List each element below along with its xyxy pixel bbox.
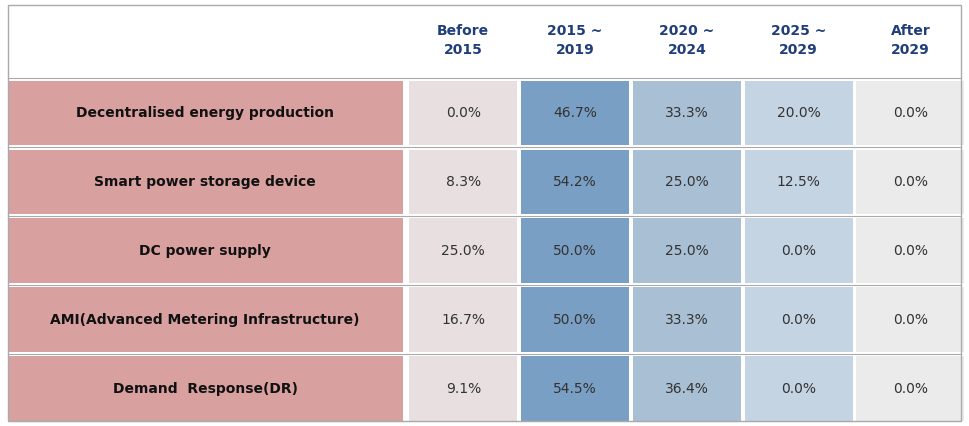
Text: 33.3%: 33.3% <box>665 313 708 327</box>
Text: 0.0%: 0.0% <box>781 244 816 258</box>
Text: 25.0%: 25.0% <box>665 244 708 258</box>
Text: Before
2015: Before 2015 <box>437 24 489 57</box>
FancyBboxPatch shape <box>857 150 964 214</box>
FancyBboxPatch shape <box>521 150 629 214</box>
FancyBboxPatch shape <box>857 81 964 145</box>
FancyBboxPatch shape <box>744 288 853 352</box>
FancyBboxPatch shape <box>857 219 964 283</box>
Text: 8.3%: 8.3% <box>446 175 481 189</box>
Text: 12.5%: 12.5% <box>776 175 821 189</box>
FancyBboxPatch shape <box>8 150 402 214</box>
Text: 0.0%: 0.0% <box>892 175 928 189</box>
Text: DC power supply: DC power supply <box>140 244 271 258</box>
FancyBboxPatch shape <box>8 357 402 421</box>
Text: Demand  Response(DR): Demand Response(DR) <box>112 382 297 396</box>
FancyBboxPatch shape <box>409 81 517 145</box>
FancyBboxPatch shape <box>521 219 629 283</box>
Text: 33.3%: 33.3% <box>665 106 708 120</box>
FancyBboxPatch shape <box>8 219 402 283</box>
FancyBboxPatch shape <box>633 357 740 421</box>
FancyBboxPatch shape <box>857 288 964 352</box>
FancyBboxPatch shape <box>521 288 629 352</box>
FancyBboxPatch shape <box>409 288 517 352</box>
FancyBboxPatch shape <box>633 219 740 283</box>
FancyBboxPatch shape <box>857 357 964 421</box>
Text: 54.2%: 54.2% <box>553 175 597 189</box>
Text: 2025 ~
2029: 2025 ~ 2029 <box>771 24 827 57</box>
Text: 0.0%: 0.0% <box>781 382 816 396</box>
Text: 9.1%: 9.1% <box>446 382 481 396</box>
FancyBboxPatch shape <box>744 357 853 421</box>
Text: 2015 ~
2019: 2015 ~ 2019 <box>547 24 603 57</box>
Text: 36.4%: 36.4% <box>665 382 708 396</box>
Text: 2020 ~
2024: 2020 ~ 2024 <box>659 24 714 57</box>
Text: 0.0%: 0.0% <box>892 106 928 120</box>
FancyBboxPatch shape <box>409 150 517 214</box>
FancyBboxPatch shape <box>521 357 629 421</box>
Text: Smart power storage device: Smart power storage device <box>94 175 316 189</box>
Text: After
2029: After 2029 <box>891 24 930 57</box>
Text: 0.0%: 0.0% <box>892 244 928 258</box>
Text: 25.0%: 25.0% <box>665 175 708 189</box>
FancyBboxPatch shape <box>8 81 402 145</box>
FancyBboxPatch shape <box>521 81 629 145</box>
Text: 16.7%: 16.7% <box>441 313 485 327</box>
Text: 0.0%: 0.0% <box>781 313 816 327</box>
FancyBboxPatch shape <box>409 357 517 421</box>
Text: 20.0%: 20.0% <box>777 106 821 120</box>
FancyBboxPatch shape <box>633 81 740 145</box>
FancyBboxPatch shape <box>744 81 853 145</box>
Text: 0.0%: 0.0% <box>892 382 928 396</box>
FancyBboxPatch shape <box>8 288 402 352</box>
Text: 50.0%: 50.0% <box>553 313 597 327</box>
FancyBboxPatch shape <box>633 150 740 214</box>
Text: AMI(Advanced Metering Infrastructure): AMI(Advanced Metering Infrastructure) <box>50 313 359 327</box>
Text: Decentralised energy production: Decentralised energy production <box>77 106 334 120</box>
Text: 54.5%: 54.5% <box>553 382 597 396</box>
Text: 0.0%: 0.0% <box>892 313 928 327</box>
Text: 46.7%: 46.7% <box>553 106 597 120</box>
FancyBboxPatch shape <box>409 219 517 283</box>
Text: 50.0%: 50.0% <box>553 244 597 258</box>
FancyBboxPatch shape <box>744 219 853 283</box>
Text: 0.0%: 0.0% <box>446 106 481 120</box>
FancyBboxPatch shape <box>633 288 740 352</box>
Text: 25.0%: 25.0% <box>442 244 485 258</box>
FancyBboxPatch shape <box>744 150 853 214</box>
